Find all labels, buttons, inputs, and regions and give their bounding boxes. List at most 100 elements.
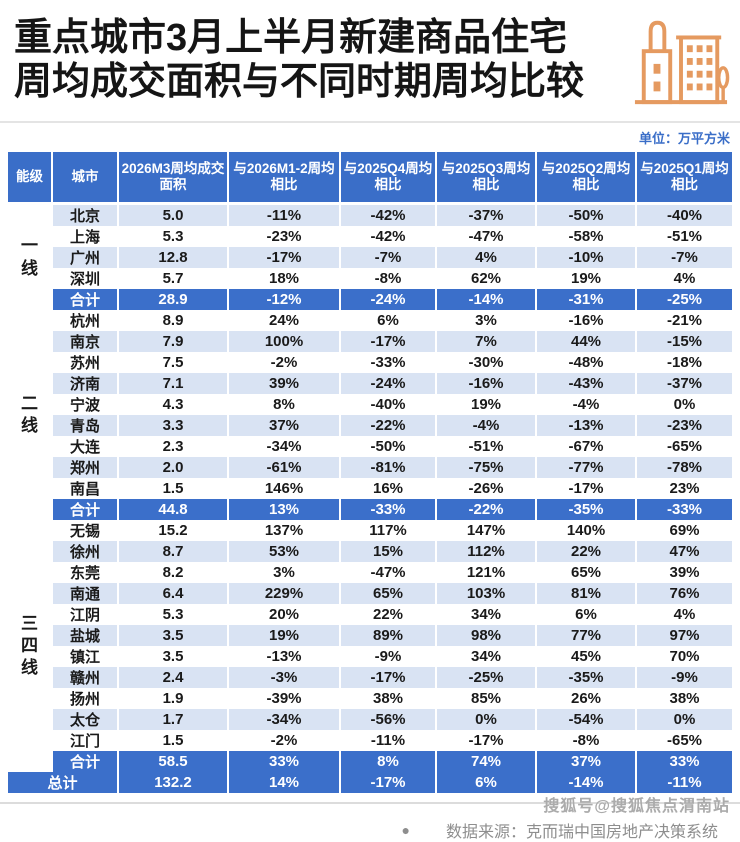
value-cell: -39%: [227, 688, 340, 709]
subtotal-row: 合计 44.8 13% -33% -22% -35% -33%: [8, 499, 732, 520]
value-cell: 3%: [227, 562, 340, 583]
value-cell: -42%: [339, 226, 436, 247]
value-cell: 81%: [535, 583, 636, 604]
grand-total-label: 总计: [8, 772, 118, 793]
table-row: 大连 2.3 -34% -50% -51% -67% -65%: [8, 436, 732, 457]
value-cell: -2%: [227, 730, 340, 751]
value-cell: 19%: [535, 268, 636, 289]
subtotal-value-cell: -22%: [435, 499, 536, 520]
value-cell: -81%: [339, 457, 436, 478]
value-cell: 45%: [535, 646, 636, 667]
value-cell: -13%: [227, 646, 340, 667]
title-line-1: 重点城市3月上半月新建商品住宅: [14, 17, 568, 59]
column-header: 与2026M1-2周均相比: [227, 152, 340, 205]
column-header: 与2025Q1周均相比: [635, 152, 732, 205]
value-cell: -51%: [635, 226, 732, 247]
value-cell: -47%: [339, 562, 436, 583]
value-cell: 112%: [435, 541, 536, 562]
subtotal-value-cell: -31%: [535, 289, 636, 310]
value-cell: 47%: [635, 541, 732, 562]
grand-total-value-cell: -14%: [535, 772, 636, 793]
subtotal-value-cell: -24%: [339, 289, 436, 310]
value-cell: -65%: [635, 436, 732, 457]
subtotal-row: 合计 28.9 -12% -24% -14% -31% -25%: [8, 289, 732, 310]
value-cell: 22%: [339, 604, 436, 625]
value-cell: 8.7: [117, 541, 228, 562]
column-header: 能级: [8, 152, 52, 205]
city-cell: 江门: [51, 730, 118, 751]
value-cell: -40%: [339, 394, 436, 415]
value-cell: -23%: [635, 415, 732, 436]
value-cell: 2.3: [117, 436, 228, 457]
value-cell: -54%: [535, 709, 636, 730]
subtotal-value-cell: 33%: [635, 751, 732, 772]
value-cell: 121%: [435, 562, 536, 583]
page-header: 重点城市3月上半月新建商品住宅 周均成交面积与不同时期周均比较: [0, 0, 740, 113]
value-cell: 0%: [435, 709, 536, 730]
value-cell: 100%: [227, 331, 340, 352]
city-cell: 盐城: [51, 625, 118, 646]
city-cell: 赣州: [51, 667, 118, 688]
value-cell: -8%: [339, 268, 436, 289]
value-cell: 77%: [535, 625, 636, 646]
subtotal-value-cell: 33%: [227, 751, 340, 772]
value-cell: 70%: [635, 646, 732, 667]
table-row: 南京 7.9 100% -17% 7% 44% -15%: [8, 331, 732, 352]
table-row: 济南 7.1 39% -24% -16% -43% -37%: [8, 373, 732, 394]
table-row: 三四线无锡 15.2 137% 117% 147% 140% 69%: [8, 520, 732, 772]
subtotal-label: 合计: [51, 499, 118, 520]
subtotal-value-cell: -33%: [635, 499, 732, 520]
value-cell: -13%: [535, 415, 636, 436]
grand-total-value-cell: -17%: [339, 772, 436, 793]
table-row: 宁波 4.3 8% -40% 19% -4% 0%: [8, 394, 732, 415]
table-row: 广州 12.8 -17% -7% 4% -10% -7%: [8, 247, 732, 268]
city-cell: 苏州: [51, 352, 118, 373]
value-cell: 117%: [339, 520, 436, 541]
value-cell: -23%: [227, 226, 340, 247]
value-cell: 97%: [635, 625, 732, 646]
city-cell: 南通: [51, 583, 118, 604]
subtotal-value-cell: 44.8: [117, 499, 228, 520]
subtotal-value-cell: 58.5: [117, 751, 228, 772]
value-cell: -37%: [635, 373, 732, 394]
value-cell: 4.3: [117, 394, 228, 415]
value-cell: -17%: [339, 667, 436, 688]
subtotal-row: 合计 58.5 33% 8% 74% 37% 33%: [8, 751, 732, 772]
value-cell: 5.7: [117, 268, 228, 289]
value-cell: 16%: [339, 478, 436, 499]
value-cell: -16%: [435, 373, 536, 394]
value-cell: 6%: [535, 604, 636, 625]
subtotal-value-cell: 8%: [339, 751, 436, 772]
table-row: 南昌 1.5 146% 16% -26% -17% 23%: [8, 478, 732, 499]
table-row: 扬州 1.9 -39% 38% 85% 26% 38%: [8, 688, 732, 709]
value-cell: 98%: [435, 625, 536, 646]
table-row: 太仓 1.7 -34% -56% 0% -54% 0%: [8, 709, 732, 730]
value-cell: -48%: [535, 352, 636, 373]
value-cell: 2.4: [117, 667, 228, 688]
value-cell: 4%: [635, 268, 732, 289]
value-cell: -75%: [435, 457, 536, 478]
value-cell: -77%: [535, 457, 636, 478]
city-cell: 南昌: [51, 478, 118, 499]
value-cell: 6.4: [117, 583, 228, 604]
housing-transaction-table: 能级 城市 2026M3周均成交面积 与2026M1-2周均相比 与2025Q4周均相比…: [8, 152, 732, 793]
subtotal-value-cell: -14%: [435, 289, 536, 310]
value-cell: 137%: [227, 520, 340, 541]
value-cell: 34%: [435, 604, 536, 625]
city-cell: 济南: [51, 373, 118, 394]
table-row: 南通 6.4 229% 65% 103% 81% 76%: [8, 583, 732, 604]
grand-total-value-cell: 6%: [435, 772, 536, 793]
value-cell: -40%: [635, 203, 732, 226]
value-cell: -4%: [435, 415, 536, 436]
bottom-divider: [0, 802, 740, 804]
value-cell: -17%: [227, 247, 340, 268]
city-cell: 扬州: [51, 688, 118, 709]
watermark: 搜狐号@搜狐焦点渭南站: [543, 798, 730, 815]
value-cell: 3.5: [117, 646, 228, 667]
value-cell: -7%: [635, 247, 732, 268]
table-row: 深圳 5.7 18% -8% 62% 19% 4%: [8, 268, 732, 289]
value-cell: 38%: [339, 688, 436, 709]
value-cell: 5.3: [117, 604, 228, 625]
subtotal-value-cell: 74%: [435, 751, 536, 772]
value-cell: -30%: [435, 352, 536, 373]
